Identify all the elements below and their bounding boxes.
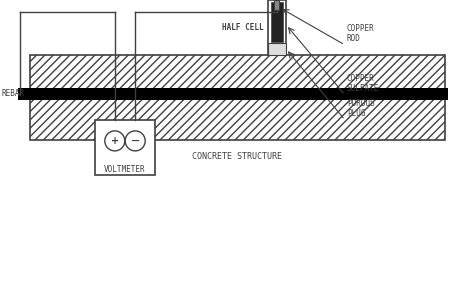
Bar (268, 0, 286, 55)
Text: COPPER
SULFATE: COPPER SULFATE (347, 74, 379, 93)
Bar (274, 0, 280, 10)
Text: POROUS
PLUG: POROUS PLUG (347, 99, 375, 118)
Text: −: − (130, 136, 140, 146)
Bar (271, 2, 283, 42)
Bar (268, 43, 286, 55)
Bar (95, 120, 155, 175)
Text: HALF CELL: HALF CELL (222, 23, 264, 32)
Text: +: + (111, 136, 119, 146)
Text: CONCRETE STRUCTURE: CONCRETE STRUCTURE (192, 152, 283, 161)
Bar (18, 88, 448, 100)
Bar (30, 55, 445, 140)
Text: VOLTMETER: VOLTMETER (104, 164, 146, 173)
Text: REBAR: REBAR (2, 89, 25, 99)
Text: COPPER
ROD: COPPER ROD (347, 24, 375, 43)
